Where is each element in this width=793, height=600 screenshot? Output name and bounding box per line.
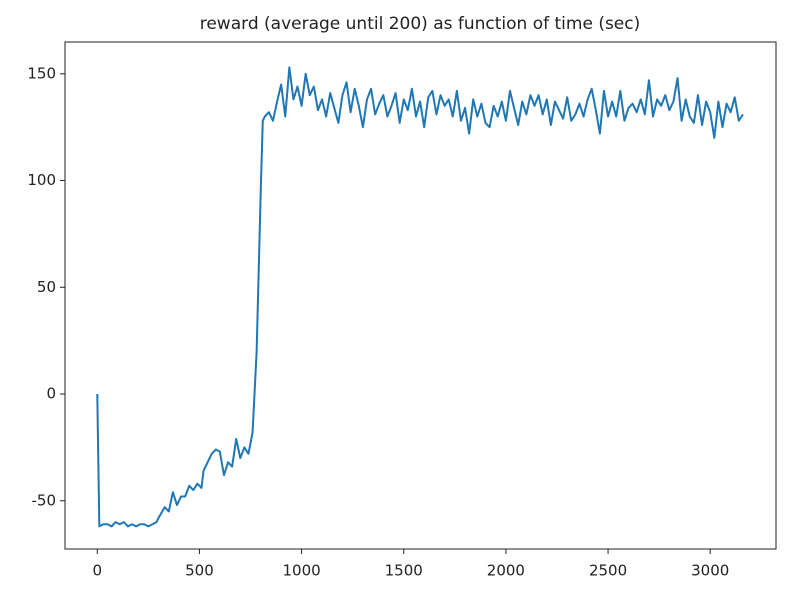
x-tick-label: 500 xyxy=(185,562,214,580)
x-tick-label: 3000 xyxy=(691,562,729,580)
line xyxy=(96,66,744,528)
axes-frame xyxy=(64,41,777,550)
y-tick-label: 150 xyxy=(27,64,56,82)
x-tick-label: 2000 xyxy=(487,562,525,580)
x-tick-label: 1000 xyxy=(282,562,320,580)
y-tick-label: -50 xyxy=(32,491,57,509)
x-tick-label: 1500 xyxy=(385,562,423,580)
x-tick-label: 2500 xyxy=(589,562,627,580)
y-tick-label: 100 xyxy=(27,171,56,189)
x-tick-label: 0 xyxy=(93,562,103,580)
chart-title: reward (average until 200) as function o… xyxy=(200,14,641,34)
y-tick-label: 50 xyxy=(37,278,56,296)
y-tick-label: 0 xyxy=(46,385,56,403)
